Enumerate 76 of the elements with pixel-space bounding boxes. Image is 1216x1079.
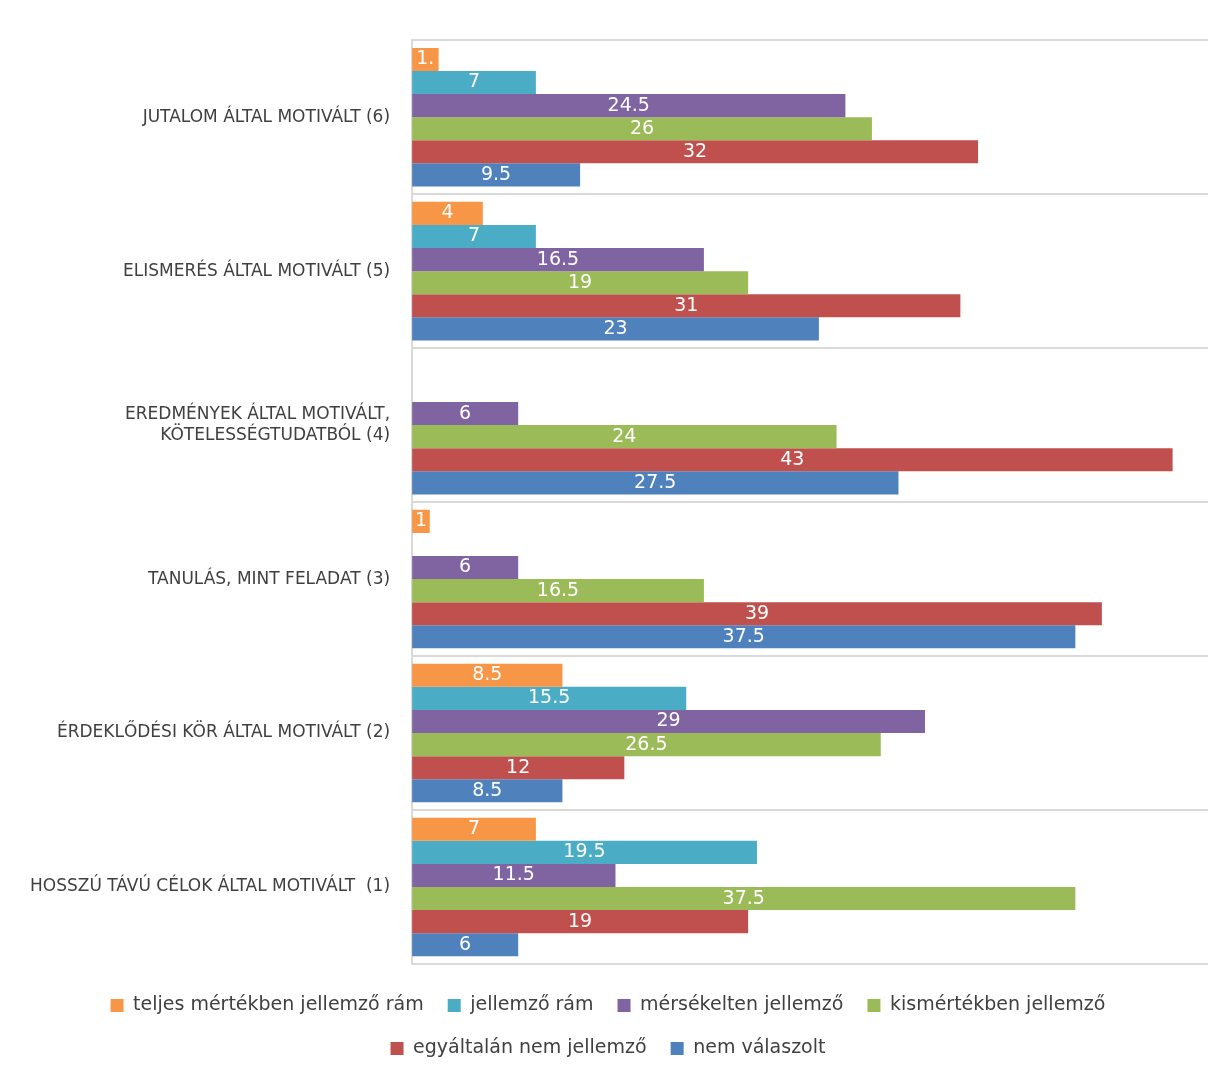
data-label: 23 — [603, 315, 628, 338]
bar — [412, 756, 625, 780]
data-label: 24.5 — [607, 92, 650, 115]
data-label: 24 — [612, 423, 637, 446]
bar — [412, 933, 519, 957]
data-label: 7 — [467, 816, 481, 839]
bar — [412, 887, 1076, 911]
data-label: 31 — [674, 292, 699, 315]
data-label: 26 — [629, 115, 655, 138]
bar — [412, 840, 757, 864]
data-label: 8.5 — [472, 777, 503, 800]
data-label: 32 — [682, 138, 708, 161]
bar — [412, 402, 519, 426]
bar — [412, 471, 899, 495]
bar — [412, 448, 1173, 472]
legend-label: kismértékben jellemző — [889, 992, 1106, 1015]
bar — [412, 555, 519, 580]
bar — [412, 817, 536, 841]
bar — [412, 163, 581, 187]
y-tick-label: ELISMERÉS ÁLTAL MOTIVÁLT (5) — [122, 258, 391, 280]
legend-label: nem válaszolt — [693, 1035, 826, 1058]
data-label: 6 — [459, 931, 472, 954]
bar — [412, 709, 926, 734]
legend-label: jellemző rám — [469, 992, 594, 1015]
data-label: 29 — [656, 708, 681, 731]
legend-label: egyáltalán nem jellemző — [413, 1035, 647, 1058]
data-label: 1 — [414, 508, 427, 531]
bar — [412, 733, 881, 757]
bar — [412, 117, 872, 141]
data-label: 19 — [568, 269, 593, 292]
data-label: 1. — [416, 46, 435, 69]
bar — [412, 271, 749, 295]
bar — [412, 625, 1076, 649]
data-label: 16.5 — [536, 246, 580, 269]
data-label: 16.5 — [536, 577, 580, 600]
bar — [412, 94, 846, 118]
data-label: 26.5 — [625, 731, 668, 754]
data-label: 8.5 — [472, 662, 503, 685]
data-label: 19 — [568, 908, 593, 931]
data-label: 12 — [506, 754, 531, 777]
data-label: 6 — [459, 554, 472, 577]
bar — [412, 140, 979, 164]
bar — [412, 663, 563, 687]
data-label: 37.5 — [722, 885, 765, 908]
data-label: 9.5 — [480, 161, 512, 184]
bar — [412, 579, 704, 603]
data-label: 37.5 — [722, 623, 765, 646]
data-label: 4 — [441, 200, 454, 223]
bar — [412, 224, 536, 249]
bar — [412, 863, 616, 888]
bar — [412, 248, 704, 272]
data-label: 43 — [780, 446, 805, 469]
data-label: 15.5 — [528, 685, 571, 708]
bar — [412, 910, 749, 934]
bar — [412, 201, 483, 225]
data-label: 27.5 — [634, 469, 677, 492]
bar — [412, 686, 687, 710]
bar — [412, 779, 563, 803]
y-tick-label: ÉRDEKLŐDÉSI KÖR ÁLTAL MOTIVÁLT (2) — [56, 720, 391, 742]
data-label: 7 — [467, 223, 481, 246]
data-label: 6 — [459, 400, 472, 423]
bar — [412, 317, 819, 341]
y-tick-label: EREDMÉNYEK ÁLTAL MOTIVÁLT, KÖTELESSÉGTUDATBÓL (4) — [125, 402, 391, 444]
y-tick-label: JUTALOM ÁLTAL MOTIVÁLT (6) — [141, 104, 391, 126]
legend-label: teljes mértékben jellemző rám — [133, 992, 424, 1015]
data-label: 11.5 — [492, 862, 535, 885]
bar — [412, 425, 837, 449]
bar — [412, 602, 1102, 626]
legend-label: mérsékelten jellemző — [640, 992, 844, 1015]
data-label: 7 — [467, 69, 481, 92]
data-label: 39 — [744, 600, 770, 623]
y-tick-label: HOSSZÚ TÁVÚ CÉLOK ÁLTAL MOTIVÁLT (1) — [29, 874, 391, 896]
y-tick-label: TANULÁS, MINT FELADAT (3) — [146, 566, 391, 588]
bar — [412, 294, 961, 318]
bar — [412, 70, 536, 95]
data-label: 19.5 — [563, 839, 606, 862]
